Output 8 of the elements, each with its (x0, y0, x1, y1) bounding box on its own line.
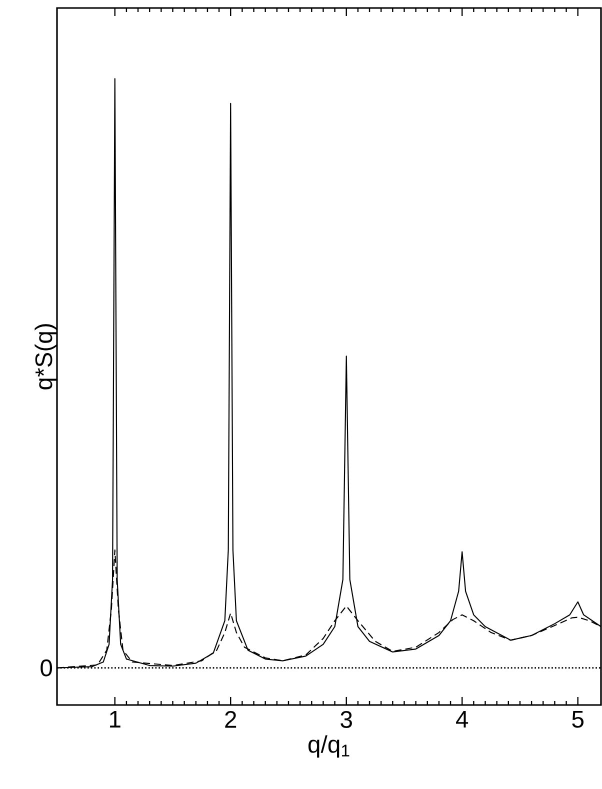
x-tick-label: 2 (225, 711, 236, 728)
x-tick-label: 5 (572, 711, 584, 728)
y-axis-title: q*S(q) (34, 324, 57, 390)
ref-line-label: 0 (40, 659, 52, 676)
x-tick-label: 4 (456, 711, 468, 728)
x-tick-label: 3 (340, 711, 352, 728)
x-axis-title: q/q$_{1}$ (308, 735, 350, 758)
x-tick-label: 1 (110, 711, 120, 728)
